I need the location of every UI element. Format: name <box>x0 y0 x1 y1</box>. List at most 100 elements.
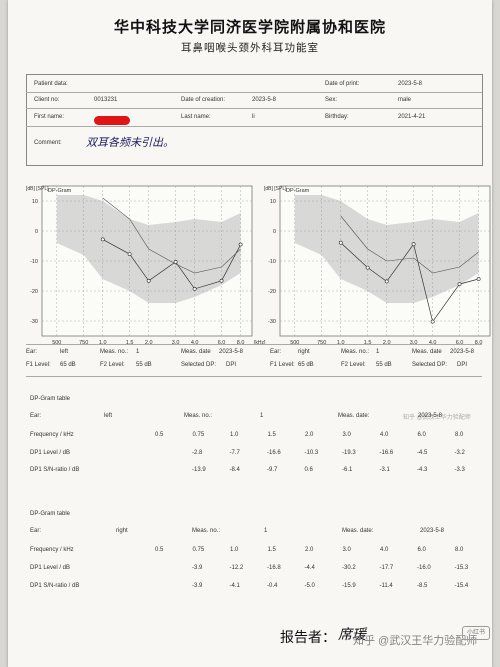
dp1-point <box>219 278 224 283</box>
right-freq-cell: 0.5 <box>155 547 164 553</box>
right-measno-label: Meas. no.: <box>341 349 370 355</box>
left-snr-cell: 0.6 <box>304 467 313 473</box>
left-measno-value: 1 <box>136 349 140 355</box>
right-dp1-cell: -30.2 <box>342 565 356 571</box>
x-tick-label: 4.0 <box>191 340 199 346</box>
comment-handwriting: 双耳各频未引出。 <box>86 136 174 149</box>
y-tick-label: -30 <box>30 319 38 325</box>
x-tick-label: 8.0 <box>237 340 245 346</box>
left-dp1-cell: -19.3 <box>342 450 356 456</box>
dp1-point <box>192 287 197 291</box>
y-tick-label: -30 <box>268 319 276 325</box>
left-ear-chart: 10 0 -10 -20 -30 500 750 1.0 1.5 2.0 3.0 4.0 6.0 8.0 D… <box>26 185 266 346</box>
dp1-point <box>146 278 151 283</box>
left-measdate-label: Meas. date <box>181 349 211 355</box>
sex-value: male <box>398 97 412 103</box>
left-table-measno-value: 1 <box>260 413 264 419</box>
right-ear-label: Ear: <box>270 349 282 355</box>
right-freq-cell: 1.5 <box>267 547 276 553</box>
right-snr-cell: -5.0 <box>304 583 315 589</box>
reporter-label: 报告者： <box>280 630 336 646</box>
right-snr-cell: -8.5 <box>417 583 428 589</box>
patient-data-label: Patient data: <box>34 81 68 87</box>
right-table-freq-label: Frequency / kHz <box>30 547 74 553</box>
y-axis-label: [dB] [SPL] <box>26 186 49 192</box>
left-dp1-cell: -7.7 <box>229 450 240 456</box>
x-tick-label: 3.0 <box>410 340 418 346</box>
x-tick-label: 1.5 <box>364 340 372 346</box>
right-dp1-cell: -12.2 <box>229 565 244 571</box>
comment-label: Comment: <box>34 140 62 146</box>
right-table-measdate-label: Meas. date: <box>342 528 374 534</box>
left-snr-cell: -3.1 <box>379 467 390 473</box>
right-f1-value: 65 dB <box>298 362 314 368</box>
birthday-value: 2021-4-21 <box>398 114 426 120</box>
left-freq-cell: 2.0 <box>305 432 314 438</box>
x-axis-label: [kHz] <box>254 340 266 346</box>
left-freq-cell: 0.75 <box>192 432 205 438</box>
right-table-snr-label: DP1 S/N-ratio / dB <box>30 583 80 589</box>
left-table-ear-value: left <box>104 413 113 419</box>
left-table-measdate-label: Meas. date: <box>338 413 370 419</box>
last-name-value: li <box>252 114 255 120</box>
right-dp1-cell: -16.0 <box>417 565 431 571</box>
x-tick-label: 6.0 <box>218 340 226 346</box>
left-freq-cell: 3.0 <box>342 432 351 438</box>
dp1-point <box>238 242 243 247</box>
birthday-label: Birthday: <box>325 114 349 120</box>
x-tick-label: 8.0 <box>475 340 483 346</box>
dp1-point <box>430 319 435 324</box>
left-snr-cell: -6.1 <box>342 467 353 473</box>
left-table-ear-label: Ear: <box>30 413 42 419</box>
left-f1-label: F1 Level: <box>26 362 51 368</box>
right-snr-cell: -4.1 <box>229 583 240 589</box>
right-f2-value: 55 dB <box>376 362 392 368</box>
right-ear-value: right <box>298 349 310 355</box>
left-dp1-cell: -3.2 <box>454 450 465 456</box>
left-f1-value: 65 dB <box>60 362 76 368</box>
department-title: 耳鼻咽喉头颈外科耳功能室 <box>181 42 319 54</box>
y-tick-label: -20 <box>268 289 276 295</box>
y-tick-label: 10 <box>32 199 38 205</box>
right-freq-cell: 0.75 <box>192 547 205 553</box>
y-tick-label: 10 <box>270 199 276 205</box>
left-snr-cell: -3.3 <box>454 467 465 473</box>
left-dp-value: DPI <box>226 362 237 368</box>
right-ear-chart: 10 0 -10 -20 -30 500 750 1.0 1.5 2.0 3.0 4.0 6.0 8.0 D… <box>264 185 491 346</box>
right-dp1-cell: -15.3 <box>454 565 469 571</box>
right-table-measdate-value: 2023-5-8 <box>420 528 445 534</box>
left-table-measdate-value: 2023-5-8 <box>418 413 443 419</box>
x-tick-label: 2.0 <box>383 340 391 346</box>
left-table-snr-label: DP1 S/N-ratio / dB <box>30 467 80 473</box>
date-creation-label: Date of creation: <box>181 97 226 103</box>
right-freq-cell: 2.0 <box>305 547 314 553</box>
right-measdate-label: Meas. date <box>412 349 442 355</box>
date-print-value: 2023-5-8 <box>398 81 423 87</box>
right-table-title: DP-Gram table <box>30 511 71 517</box>
right-table-measno-label: Meas. no.: <box>192 528 221 534</box>
x-tick-label: 1.0 <box>337 340 345 346</box>
noise-series-line <box>102 197 241 274</box>
x-tick-label: 1.0 <box>99 340 107 346</box>
hospital-title: 华中科技大学同济医学院附属协和医院 <box>113 18 386 36</box>
right-f2-label: F2 Level: <box>341 362 366 368</box>
client-no-label: Client no: <box>34 97 60 103</box>
left-dp1-cell: -16.6 <box>267 450 281 456</box>
right-table-measno-value: 1 <box>264 528 268 534</box>
left-table-freq-label: Frequency / kHz <box>30 432 74 438</box>
right-dp-value: DPI <box>457 362 468 368</box>
date-creation-value: 2023-5-8 <box>252 97 277 103</box>
x-tick-label: 1.5 <box>126 340 134 346</box>
x-tick-label: 500 <box>52 340 61 346</box>
dp1-point <box>338 240 343 245</box>
x-tick-label: 6.0 <box>456 340 464 346</box>
left-f2-value: 55 dB <box>136 362 152 368</box>
right-table-ear-value: right <box>116 528 128 534</box>
left-table-title: DP-Gram table <box>30 396 71 402</box>
right-freq-cell: 6.0 <box>417 547 426 553</box>
left-snr-cell: -8.4 <box>229 467 240 473</box>
y-tick-label: 0 <box>35 229 38 235</box>
right-snr-cell: -15.9 <box>342 583 356 589</box>
left-dp1-cell: -2.8 <box>192 450 203 456</box>
x-tick-label: 750 <box>79 340 88 346</box>
